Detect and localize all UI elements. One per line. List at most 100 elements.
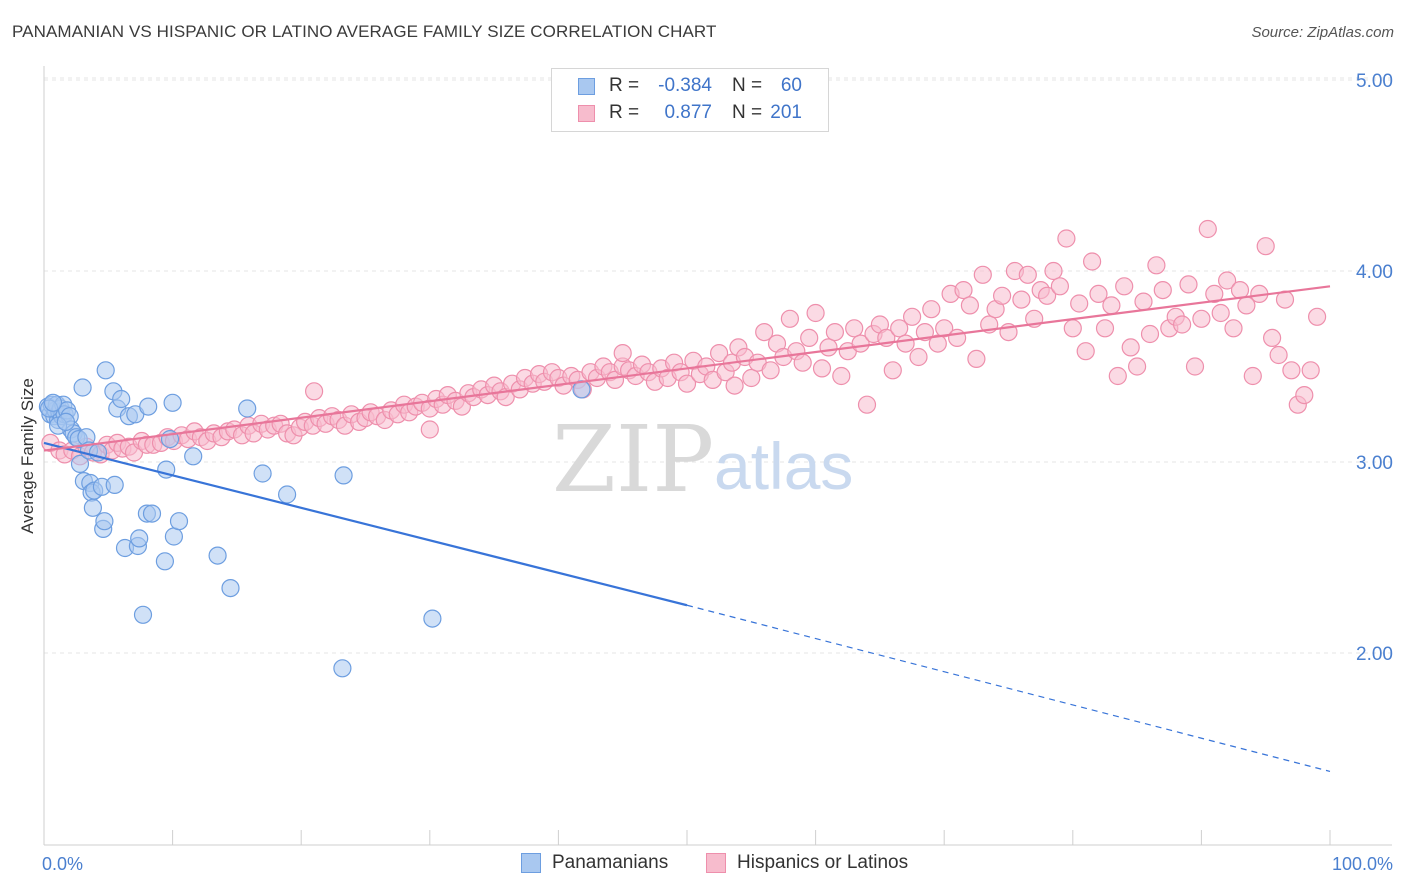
panamanians-point [169,512,189,531]
hispanics-point [725,376,744,395]
panamanians-point [83,498,103,517]
panamanians-point [96,361,115,380]
y-tick-label: 5.00 [1356,71,1393,92]
hispanics-point [1115,277,1134,296]
panamanians-point [208,546,227,565]
hispanics-point [1198,219,1217,239]
legend-swatch-hispanics [706,853,726,873]
axes [43,66,1392,846]
hispanics-point [1089,284,1108,303]
hispanics-point [800,328,819,347]
legend-r-value: -0.384 [658,75,712,96]
hispanics-point [947,328,967,347]
panamanians-point [184,447,203,466]
watermark-zip: ZIP [552,406,714,513]
hispanics-point [1134,292,1153,311]
panamanians-point [238,399,257,418]
hispanics-point [1082,252,1102,271]
legend-swatch-panamanians [521,853,541,873]
legend-label-hispanics: Hispanics or Latinos [737,852,909,873]
legend-r-label: R = [609,102,640,123]
hispanics-point [1256,237,1275,256]
hispanics-point [1095,319,1115,338]
hispanics-point [935,319,954,338]
series-panamanians-points [38,361,591,678]
hispanics-point [954,281,973,300]
series-legend: Panamanians Hispanics or Latinos [0,850,1406,880]
hispanics-point [1262,328,1282,347]
legend-row-panamanians: R = -0.384 N = 60 [552,75,828,101]
hispanics-point [1217,271,1237,290]
panamanians-point [423,609,442,628]
hispanics-point [1185,357,1205,376]
panamanians-trend-extension [686,604,1331,773]
legend-swatch-hispanics [578,105,595,122]
hispanics-point [960,296,980,315]
y-tick-label: 4.00 [1356,262,1393,283]
hispanics-point [1108,366,1127,386]
hispanics-point [1282,361,1301,380]
panamanians-point [105,475,124,494]
hispanics-point [832,366,851,386]
hispanics-point [825,323,845,342]
panamanians-point [56,412,76,431]
x-tick-label-min: 0.0% [42,854,83,874]
watermark-atlas: atlas [714,429,853,503]
hispanics-point [1205,284,1224,303]
hispanics-point [1121,338,1140,357]
hispanics-point [896,334,915,353]
legend-n-value: 201 [770,102,802,123]
hispanics-point [793,353,812,372]
hispanics-point [915,323,935,342]
hispanics-point [1127,357,1147,376]
hispanics-point [1211,303,1230,323]
hispanics-point [1179,275,1198,294]
hispanics-point [1070,294,1089,313]
panamanians-point [70,454,90,473]
panamanians-point [163,393,182,412]
hispanics-point [1269,345,1288,365]
hispanics-point [1307,307,1327,326]
hispanics-point [909,347,928,367]
hispanics-point [845,319,864,338]
hispanics-point [1153,281,1172,300]
panamanians-point [155,552,174,571]
hispanics-point [857,395,877,414]
legend-n-label: N = [732,102,763,123]
hispanics-point [1050,277,1070,296]
hispanics-point [967,349,986,368]
trend-lines [43,285,1331,773]
panamanians-point [142,504,162,523]
hispanics-point [709,344,729,363]
panamanians-point [164,527,183,546]
legend-row-hispanics: R = 0.877 N = 201 [552,102,828,128]
correlation-legend: R = -0.384 N = 60 R = 0.877 N = 201 [551,68,829,132]
hispanics-point [922,300,941,319]
legend-swatch-panamanians [578,78,595,95]
hispanics-point [1044,261,1063,281]
y-axis-label: Average Family Size [18,378,37,534]
hispanics-point [1012,290,1031,309]
hispanics-point [992,286,1012,305]
hispanics-point [883,361,902,380]
hispanics-point [1301,361,1320,380]
hispanics-point [1057,229,1076,248]
panamanians-point [278,485,297,504]
panamanians-point [253,464,272,483]
x-tick-label-max: 100.0% [1332,854,1393,874]
hispanics-point [305,382,324,401]
hispanics-point [613,344,632,363]
hispanics-point [890,319,909,338]
panamanians-point [333,659,352,678]
hispanics-point [902,307,922,326]
legend-r-label: R = [609,75,640,96]
panamanians-trend-line [43,441,688,607]
hispanics-point [1243,366,1262,386]
panamanians-point [73,378,92,397]
hispanics-point [1102,296,1121,315]
hispanics-point [761,361,780,380]
hispanics-point [1224,319,1243,338]
hispanics-point [812,359,832,378]
legend-r-value: 0.877 [664,102,712,123]
